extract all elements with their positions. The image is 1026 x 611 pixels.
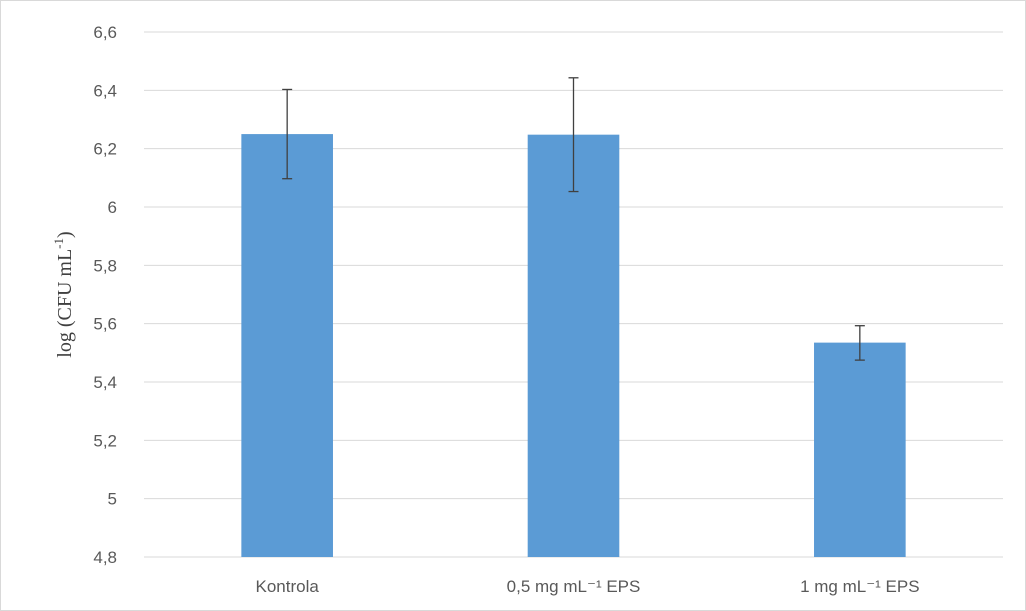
y-tick-label: 5,4	[93, 373, 117, 392]
bar	[814, 342, 906, 557]
y-tick-label: 4,8	[93, 548, 117, 567]
y-axis-label-superscript: -1	[51, 238, 66, 249]
y-tick-label: 6,2	[93, 140, 117, 159]
bar	[241, 134, 333, 558]
y-tick-label: 5	[108, 490, 117, 509]
bar	[527, 134, 620, 557]
y-tick-label: 5,8	[93, 256, 117, 275]
y-axis-label-close: )	[54, 231, 76, 238]
y-axis-label-base: log (CFU mL	[54, 249, 76, 358]
y-tick-label: 6	[108, 198, 117, 217]
y-tick-label: 5,2	[93, 431, 117, 450]
y-tick-label: 5,6	[93, 315, 117, 334]
x-tick-label: 0,5 mg mL⁻¹ EPS	[507, 577, 641, 596]
y-tick-label: 6,4	[93, 81, 117, 100]
bars	[241, 134, 906, 558]
x-tick-labels: Kontrola 0,5 mg mL⁻¹ EPS 1 mg mL⁻¹ EPS	[256, 577, 920, 596]
y-tick-labels: 4,8 5 5,2 5,4 5,6 5,8 6 6,2 6,4 6,6	[93, 23, 117, 567]
error-bars	[282, 77, 865, 361]
x-tick-label: 1 mg mL⁻¹ EPS	[800, 577, 920, 596]
y-axis-label: log (CFU mL-1)	[51, 231, 76, 357]
x-tick-label: Kontrola	[256, 577, 320, 596]
y-tick-label: 6,6	[93, 23, 117, 42]
